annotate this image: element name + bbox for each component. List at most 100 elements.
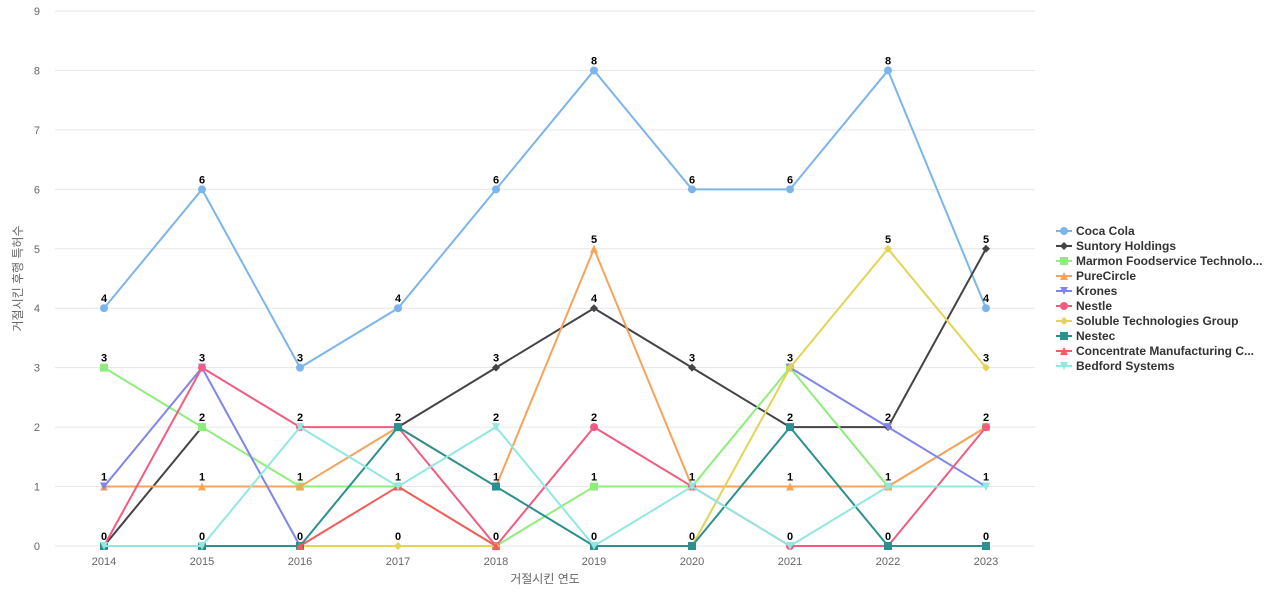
data-point (394, 423, 402, 432)
data-point (296, 542, 304, 550)
data-label: 4 (983, 293, 990, 305)
y-tick-label: 0 (34, 541, 40, 553)
data-point (296, 423, 304, 432)
data-point (982, 542, 990, 550)
data-point (492, 482, 500, 491)
legend-label: Marmon Foodservice Technolo... (1076, 254, 1262, 268)
x-tick-label: 2018 (484, 556, 508, 568)
data-point (884, 482, 892, 491)
legend-label: Concentrate Manufacturing C... (1076, 344, 1254, 358)
data-label: 2 (297, 412, 303, 424)
data-label: 3 (689, 353, 695, 365)
data-label: 6 (493, 174, 499, 186)
y-tick-label: 2 (34, 422, 40, 434)
data-label: 0 (885, 531, 891, 543)
data-point (198, 363, 206, 372)
data-point (296, 363, 304, 372)
series-line (103, 366, 301, 547)
y-tick-label: 9 (34, 6, 40, 18)
data-point (786, 482, 794, 491)
x-tick-label: 2019 (582, 556, 606, 568)
data-label: 1 (689, 472, 695, 484)
x-tick-label: 2020 (680, 556, 704, 568)
series-soluble-technologies-group (198, 244, 990, 550)
data-point (198, 423, 206, 432)
y-tick-label: 5 (34, 244, 40, 256)
y-axis: 0 1 2 3 4 5 6 7 8 9 (34, 6, 40, 553)
legend-item: Krones (1056, 284, 1118, 298)
data-point (590, 542, 598, 550)
legend-marker (1060, 257, 1068, 265)
data-point (590, 244, 598, 253)
data-label: 0 (591, 531, 597, 543)
data-label: 0 (983, 531, 989, 543)
legend-label: Nestec (1076, 329, 1116, 343)
data-point (100, 363, 108, 372)
legend-marker (1060, 242, 1068, 250)
data-point (982, 304, 990, 313)
data-point (884, 542, 892, 550)
data-point (590, 423, 598, 432)
data-label: 4 (395, 293, 402, 305)
legend-label: PureCircle (1076, 269, 1136, 283)
series-nestle (100, 363, 990, 550)
legend-item: Coca Cola (1056, 224, 1135, 238)
data-point (100, 542, 108, 550)
legend-marker (1060, 287, 1068, 295)
data-point (786, 542, 794, 550)
data-point (688, 542, 696, 550)
legend-label: Soluble Technologies Group (1076, 314, 1238, 328)
x-tick-label: 2016 (288, 556, 312, 568)
x-axis-title: 거절시킨 연도 (510, 572, 580, 586)
data-label: 1 (395, 472, 401, 484)
series-line (397, 248, 987, 429)
y-tick-label: 4 (34, 303, 40, 315)
data-point (590, 304, 598, 313)
legend-label: Nestle (1076, 299, 1112, 313)
data-point (982, 423, 990, 432)
data-label: 1 (199, 472, 205, 484)
data-label: 1 (591, 472, 597, 484)
data-point (394, 482, 402, 491)
legend-item: Concentrate Manufacturing C... (1056, 344, 1254, 358)
data-label: 0 (395, 531, 401, 543)
data-label: 6 (199, 174, 205, 186)
data-label: 2 (395, 412, 401, 424)
data-label: 2 (591, 412, 597, 424)
y-axis-title: 거절시킨 후행 특허수 (10, 225, 25, 331)
data-label: 1 (101, 472, 107, 484)
legend-item: Suntory Holdings (1056, 239, 1176, 253)
x-tick-label: 2014 (92, 556, 116, 568)
data-label: 3 (297, 353, 303, 365)
legend-item: Nestle (1056, 299, 1112, 313)
y-tick-label: 1 (34, 482, 40, 494)
data-label: 5 (591, 234, 597, 246)
data-point (492, 363, 500, 372)
data-label: 3 (101, 353, 107, 365)
data-label: 4 (101, 293, 108, 305)
data-label: 6 (787, 174, 793, 186)
data-labels: 4 3 1 0 6 3 2 1 0 3 2 1 0 4 2 1 0 6 3 2 1 0 8 5 4 2 1 0 6 3 1 0 6 3 2 1 0 8 5 2… (101, 55, 990, 543)
legend-marker (1060, 227, 1068, 235)
data-label: 0 (787, 531, 793, 543)
data-point (198, 542, 206, 550)
data-label: 2 (983, 412, 989, 424)
series-krones (100, 363, 990, 550)
legend-marker (1060, 302, 1068, 310)
series-line (691, 247, 987, 547)
legend-item: PureCircle (1056, 269, 1136, 283)
series-line (103, 366, 987, 547)
data-point (198, 482, 206, 491)
data-point (100, 482, 108, 491)
data-label: 0 (101, 531, 107, 543)
x-tick-label: 2017 (386, 556, 410, 568)
data-label: 1 (885, 472, 891, 484)
data-label: 3 (983, 353, 989, 365)
data-label: 2 (493, 412, 499, 424)
y-tick-label: 6 (34, 184, 40, 196)
legend-marker (1060, 332, 1068, 340)
legend-item: Marmon Foodservice Technolo... (1056, 254, 1262, 268)
y-tick-label: 8 (34, 65, 40, 77)
series-suntory-holdings (100, 244, 990, 550)
